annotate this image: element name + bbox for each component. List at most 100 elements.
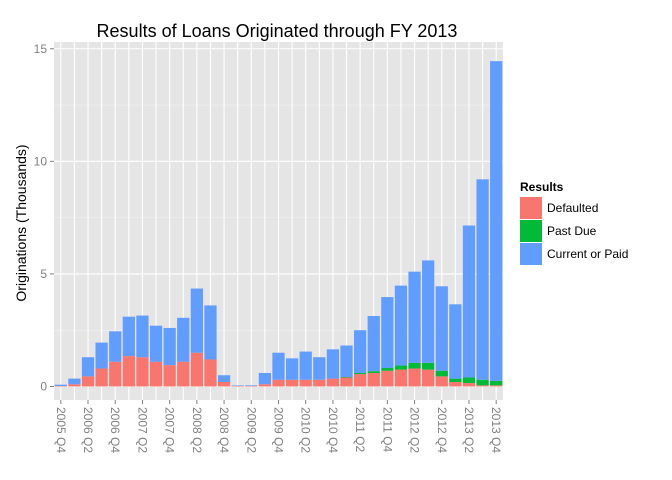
x-tick-label: 2009 Q2 xyxy=(244,407,258,453)
y-tick-label: 5 xyxy=(40,267,47,281)
bar-defaulted-2010-q3 xyxy=(313,379,326,387)
x-tick-label: 2010 Q2 xyxy=(299,407,313,453)
x-tick-label: 2006 Q2 xyxy=(81,407,95,453)
bar-current-or-paid-2011-q1 xyxy=(340,345,353,378)
bar-past-due-2011-q4 xyxy=(381,368,394,371)
bar-current-or-paid-2010-q3 xyxy=(313,357,326,380)
bar-current-or-paid-2008-q2 xyxy=(190,288,203,353)
x-tick-label: 2007 Q4 xyxy=(163,407,177,453)
bar-current-or-paid-2009-q2 xyxy=(245,385,258,387)
x-tick-label: 2005 Q4 xyxy=(54,407,68,453)
legend-label: Defaulted xyxy=(547,201,598,215)
bar-defaulted-2007-q4 xyxy=(163,365,176,387)
bar-defaulted-2013-q4 xyxy=(490,385,503,387)
bar-current-or-paid-2010-q1 xyxy=(285,358,299,380)
legend-title: Results xyxy=(520,180,564,194)
bar-past-due-2012-q2 xyxy=(408,362,421,369)
bar-defaulted-2006-q1 xyxy=(68,384,81,387)
y-axis-title: Originations (Thousands) xyxy=(13,144,29,301)
bar-current-or-paid-2013-q3 xyxy=(476,179,489,380)
legend-label: Current or Paid xyxy=(547,247,628,261)
y-tick-label: 15 xyxy=(34,42,48,56)
bar-defaulted-2012-q4 xyxy=(435,376,448,387)
legend: Results Defaulted Past Due Current or Paid xyxy=(520,180,628,265)
bar-current-or-paid-2009-q1 xyxy=(231,385,244,386)
bar-past-due-2013-q1 xyxy=(449,378,462,382)
x-tick-label: 2009 Q4 xyxy=(272,407,286,453)
legend-label: Past Due xyxy=(547,224,597,238)
bar-past-due-2011-q2 xyxy=(354,372,367,375)
bar-current-or-paid-2009-q4 xyxy=(272,352,285,380)
bar-defaulted-2007-q2 xyxy=(136,357,149,387)
bar-defaulted-2007-q3 xyxy=(149,361,163,387)
bar-current-or-paid-2006-q2 xyxy=(81,357,95,377)
x-tick-label: 2010 Q4 xyxy=(326,407,340,453)
legend-swatch xyxy=(520,220,542,242)
bar-current-or-paid-2007-q2 xyxy=(136,315,149,358)
bar-defaulted-2008-q2 xyxy=(190,352,203,387)
bar-past-due-2013-q3 xyxy=(476,379,489,386)
bar-defaulted-2013-q1 xyxy=(449,381,462,387)
bar-defaulted-2005-q4 xyxy=(54,386,67,387)
bar-defaulted-2006-q2 xyxy=(81,376,95,387)
bar-current-or-paid-2007-q1 xyxy=(122,316,135,357)
bar-past-due-2012-q1 xyxy=(394,365,408,370)
bar-past-due-2012-q3 xyxy=(422,362,435,370)
bar-defaulted-2010-q4 xyxy=(326,378,340,387)
bar-defaulted-2011-q2 xyxy=(354,374,367,387)
bar-defaulted-2006-q4 xyxy=(109,361,122,387)
bar-current-or-paid-2007-q4 xyxy=(163,327,176,366)
bar-current-or-paid-2011-q4 xyxy=(381,297,394,369)
bar-past-due-2013-q4 xyxy=(490,380,503,386)
legend-swatch xyxy=(520,197,542,219)
bar-defaulted-2012-q3 xyxy=(422,369,435,387)
bar-defaulted-2011-q4 xyxy=(381,370,394,387)
bar-current-or-paid-2010-q2 xyxy=(299,351,312,380)
bar-current-or-paid-2012-q3 xyxy=(422,260,435,363)
x-tick-label: 2008 Q4 xyxy=(217,407,231,453)
bar-current-or-paid-2013-q4 xyxy=(490,61,503,381)
bar-defaulted-2008-q3 xyxy=(204,359,217,387)
bar-current-or-paid-2007-q3 xyxy=(149,325,163,362)
bar-current-or-paid-2006-q4 xyxy=(109,331,122,362)
x-tick-label: 2012 Q4 xyxy=(435,407,449,453)
bar-current-or-paid-2013-q2 xyxy=(462,225,476,378)
bar-current-or-paid-2011-q3 xyxy=(367,316,380,372)
bar-defaulted-2008-q1 xyxy=(177,361,190,387)
chart-title: Results of Loans Originated through FY 2… xyxy=(97,21,458,41)
bar-defaulted-2011-q3 xyxy=(367,372,380,387)
x-tick-label: 2011 Q2 xyxy=(353,407,367,452)
bar-defaulted-2010-q1 xyxy=(285,379,299,387)
bar-current-or-paid-2012-q2 xyxy=(408,271,421,363)
bar-current-or-paid-2012-q4 xyxy=(435,286,448,371)
bar-current-or-paid-2006-q3 xyxy=(95,342,108,369)
x-tick-label: 2008 Q2 xyxy=(190,407,204,453)
bar-defaulted-2012-q1 xyxy=(394,369,408,387)
bar-past-due-2011-q1 xyxy=(340,377,353,378)
bar-current-or-paid-2006-q1 xyxy=(68,378,81,385)
legend-swatch xyxy=(520,243,542,265)
bar-defaulted-2009-q1 xyxy=(231,385,244,387)
bar-defaulted-2007-q1 xyxy=(122,356,135,387)
bars xyxy=(54,61,503,387)
y-axis: 0 5 10 15 xyxy=(34,42,54,393)
bar-defaulted-2011-q1 xyxy=(340,377,353,387)
bar-past-due-2012-q4 xyxy=(435,370,448,377)
bar-defaulted-2006-q3 xyxy=(95,368,108,387)
bar-defaulted-2013-q2 xyxy=(462,383,476,387)
bar-current-or-paid-2009-q3 xyxy=(258,372,272,385)
x-tick-label: 2007 Q2 xyxy=(135,407,149,453)
y-tick-label: 10 xyxy=(34,154,48,168)
bar-defaulted-2010-q2 xyxy=(299,379,312,387)
bar-current-or-paid-2010-q4 xyxy=(326,349,340,379)
bar-past-due-2011-q3 xyxy=(367,371,380,373)
bar-defaulted-2012-q2 xyxy=(408,368,421,387)
bar-current-or-paid-2008-q3 xyxy=(204,305,217,360)
bar-current-or-paid-2005-q4 xyxy=(54,384,67,387)
x-axis: 2005 Q4 2006 Q2 2006 Q4 2007 Q2 2007 Q4 2008 … xyxy=(54,400,503,453)
x-tick-label: 2013 Q2 xyxy=(462,407,476,453)
x-tick-label: 2011 Q4 xyxy=(380,407,394,452)
bar-defaulted-2009-q2 xyxy=(245,386,258,387)
x-tick-label: 2006 Q4 xyxy=(108,407,122,453)
